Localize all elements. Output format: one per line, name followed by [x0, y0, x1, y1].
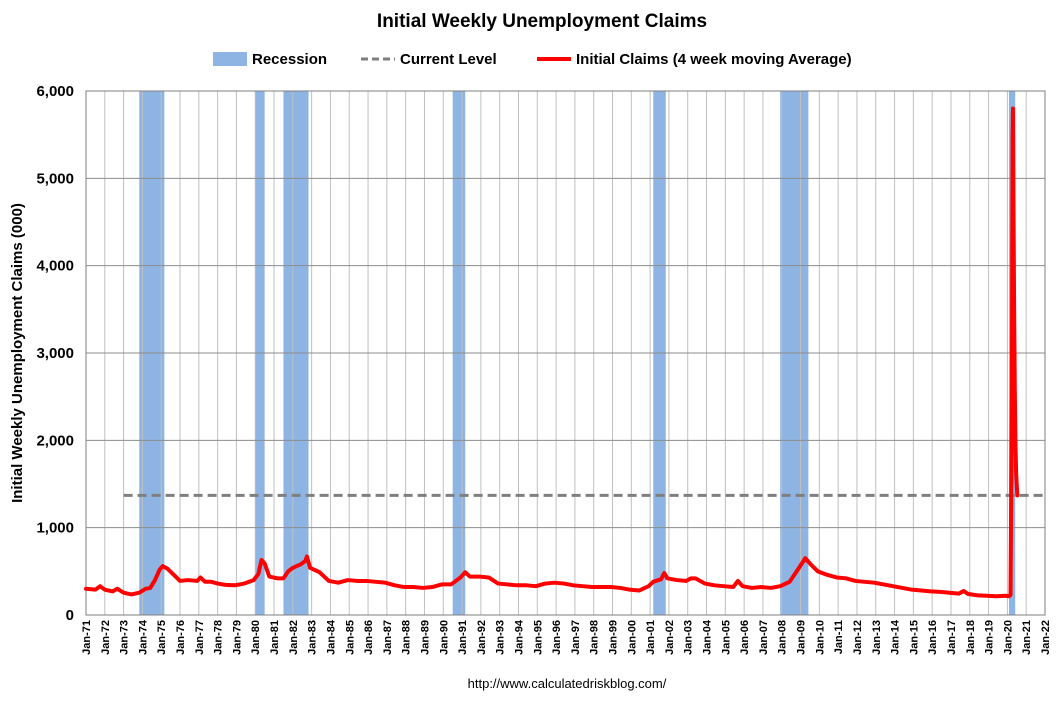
x-tick-label: Jan-98 — [589, 620, 601, 655]
x-tick-label: Jan-22 — [1040, 620, 1052, 655]
x-tick-label: Jan-11 — [833, 620, 845, 654]
source-text: http://www.calculatedriskblog.com/ — [468, 676, 667, 691]
x-tick-label: Jan-00 — [626, 620, 638, 655]
x-tick-label: Jan-09 — [796, 620, 808, 655]
x-tick-label: Jan-84 — [325, 619, 337, 655]
chart-title: Initial Weekly Unemployment Claims — [377, 11, 707, 32]
x-tick-label: Jan-91 — [457, 620, 469, 655]
x-tick-label: Jan-05 — [720, 620, 732, 655]
x-tick-label: Jan-13 — [871, 620, 883, 655]
legend-label-initial-claims: Initial Claims (4 week moving Average) — [576, 51, 852, 68]
x-tick-label: Jan-85 — [344, 620, 356, 655]
x-tick-label: Jan-92 — [476, 620, 488, 655]
x-tick-label: Jan-19 — [984, 620, 996, 655]
x-tick-label: Jan-12 — [852, 620, 864, 655]
x-tick-label: Jan-80 — [250, 620, 262, 655]
x-tick-label: Jan-94 — [513, 619, 525, 655]
y-tick-label: 6,000 — [36, 83, 74, 100]
x-tick-label: Jan-90 — [438, 620, 450, 655]
x-tick-label: Jan-07 — [758, 620, 770, 655]
x-tick-label: Jan-77 — [194, 620, 206, 655]
legend-label-current-level: Current Level — [400, 51, 497, 68]
x-tick-label: Jan-89 — [419, 620, 431, 655]
y-tick-label: 5,000 — [36, 170, 74, 187]
x-tick-label: Jan-95 — [532, 620, 544, 655]
legend: Recession Current Level Initial Claims (… — [213, 51, 852, 68]
x-tick-label: Jan-75 — [156, 620, 168, 655]
x-tick-label: Jan-99 — [608, 620, 620, 655]
y-axis-tick-labels: 0 1,000 2,000 3,000 4,000 5,000 6,000 — [36, 83, 74, 624]
x-tick-label: Jan-86 — [363, 620, 375, 655]
x-tick-label: Jan-88 — [401, 620, 413, 655]
x-tick-label: Jan-10 — [814, 620, 826, 655]
x-tick-label: Jan-97 — [570, 620, 582, 655]
x-tick-label: Jan-02 — [664, 620, 676, 655]
x-tick-label: Jan-74 — [137, 619, 149, 655]
x-tick-label: Jan-03 — [683, 620, 695, 655]
x-tick-label: Jan-76 — [175, 620, 187, 655]
x-tick-label: Jan-83 — [307, 620, 319, 655]
x-axis-tick-labels: Jan-71 Jan-72 Jan-73 Jan-74 Jan-75 Jan-76 Jan-… — [81, 619, 1052, 655]
x-tick-label: Jan-17 — [946, 620, 958, 655]
x-tick-label: Jan-21 — [1021, 620, 1033, 655]
x-tick-label: Jan-14 — [890, 619, 902, 655]
x-tick-label: Jan-79 — [231, 620, 243, 655]
y-tick-label: 2,000 — [36, 432, 74, 449]
x-tick-label: Jan-96 — [551, 620, 563, 655]
x-tick-label: Jan-01 — [645, 620, 657, 655]
y-tick-label: 1,000 — [36, 520, 74, 537]
x-tick-label: Jan-82 — [288, 620, 300, 655]
y-tick-label: 3,000 — [36, 345, 74, 362]
x-tick-label: Jan-06 — [739, 620, 751, 655]
y-tick-label: 4,000 — [36, 258, 74, 275]
legend-swatch-recession — [213, 52, 247, 66]
x-tick-label: Jan-93 — [495, 620, 507, 655]
y-tick-label: 0 — [66, 607, 74, 624]
legend-label-recession: Recession — [252, 51, 327, 68]
x-tick-label: Jan-78 — [213, 620, 225, 655]
x-tick-label: Jan-71 — [81, 620, 93, 655]
x-tick-label: Jan-20 — [1002, 620, 1014, 655]
x-tick-label: Jan-73 — [119, 620, 131, 655]
series-line-initial-claims — [84, 106, 1020, 599]
y-axis-label: Initial Weekly Unemployment Claims (000) — [9, 203, 26, 503]
x-tick-label: Jan-81 — [269, 620, 281, 655]
x-tick-label: Jan-72 — [100, 620, 112, 655]
x-tick-label: Jan-18 — [965, 620, 977, 655]
x-tick-label: Jan-08 — [777, 620, 789, 655]
gridlines — [85, 90, 1046, 616]
plot-area-border — [85, 90, 1046, 616]
x-tick-label: Jan-15 — [908, 620, 920, 655]
x-tick-label: Jan-16 — [927, 620, 939, 655]
x-tick-label: Jan-04 — [702, 619, 714, 655]
x-tick-label: Jan-87 — [382, 620, 394, 655]
